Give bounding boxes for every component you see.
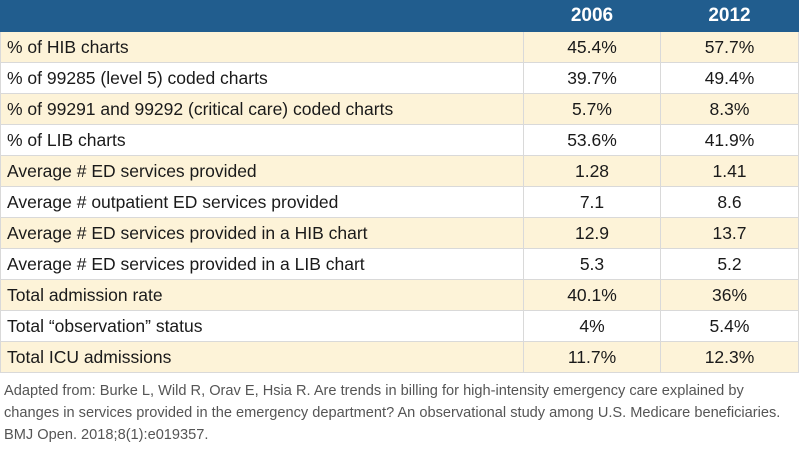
row-label: Average # ED services provided (0, 155, 524, 187)
row-label: Average # outpatient ED services provide… (0, 186, 524, 218)
value-2012: 13.7 (660, 217, 799, 249)
value-2006: 7.1 (523, 186, 661, 218)
value-2012: 1.41 (660, 155, 799, 187)
value-2012: 8.3% (660, 93, 799, 125)
value-2012: 5.2 (660, 248, 799, 280)
table-row: % of HIB charts 45.4% 57.7% (0, 31, 799, 63)
value-2006: 5.7% (523, 93, 661, 125)
table-row: Average # ED services provided in a HIB … (0, 217, 799, 249)
value-2006: 39.7% (523, 62, 661, 94)
value-2012: 36% (660, 279, 799, 311)
value-2006: 45.4% (523, 31, 661, 63)
table-row: % of 99291 and 99292 (critical care) cod… (0, 93, 799, 125)
value-2012: 49.4% (660, 62, 799, 94)
header-2012: 2012 (660, 0, 799, 32)
value-2012: 5.4% (660, 310, 799, 342)
row-label: Total ICU admissions (0, 341, 524, 373)
row-label: % of 99285 (level 5) coded charts (0, 62, 524, 94)
data-table: 2006 2012 % of HIB charts 45.4% 57.7% % … (0, 0, 799, 373)
row-label: Average # ED services provided in a HIB … (0, 217, 524, 249)
value-2012: 57.7% (660, 31, 799, 63)
value-2006: 40.1% (523, 279, 661, 311)
row-label: Average # ED services provided in a LIB … (0, 248, 524, 280)
row-label: Total “observation” status (0, 310, 524, 342)
row-label: Total admission rate (0, 279, 524, 311)
source-footnote: Adapted from: Burke L, Wild R, Orav E, H… (4, 383, 781, 443)
value-2006: 12.9 (523, 217, 661, 249)
table-row: Total ICU admissions 11.7% 12.3% (0, 341, 799, 373)
value-2012: 12.3% (660, 341, 799, 373)
value-2012: 8.6 (660, 186, 799, 218)
table-row: % of 99285 (level 5) coded charts 39.7% … (0, 62, 799, 94)
header-label-col (0, 0, 524, 32)
value-2012: 41.9% (660, 124, 799, 156)
table-row: % of LIB charts 53.6% 41.9% (0, 124, 799, 156)
table-row: Average # ED services provided 1.28 1.41 (0, 155, 799, 187)
table-row: Average # ED services provided in a LIB … (0, 248, 799, 280)
value-2006: 1.28 (523, 155, 661, 187)
table-row: Average # outpatient ED services provide… (0, 186, 799, 218)
value-2006: 53.6% (523, 124, 661, 156)
header-2006: 2006 (523, 0, 661, 32)
row-label: % of LIB charts (0, 124, 524, 156)
value-2006: 11.7% (523, 341, 661, 373)
table-row: Total “observation” status 4% 5.4% (0, 310, 799, 342)
value-2006: 5.3 (523, 248, 661, 280)
header-row: 2006 2012 (0, 0, 799, 32)
row-label: % of HIB charts (0, 31, 524, 63)
row-label: % of 99291 and 99292 (critical care) cod… (0, 93, 524, 125)
value-2006: 4% (523, 310, 661, 342)
table-row: Total admission rate 40.1% 36% (0, 279, 799, 311)
